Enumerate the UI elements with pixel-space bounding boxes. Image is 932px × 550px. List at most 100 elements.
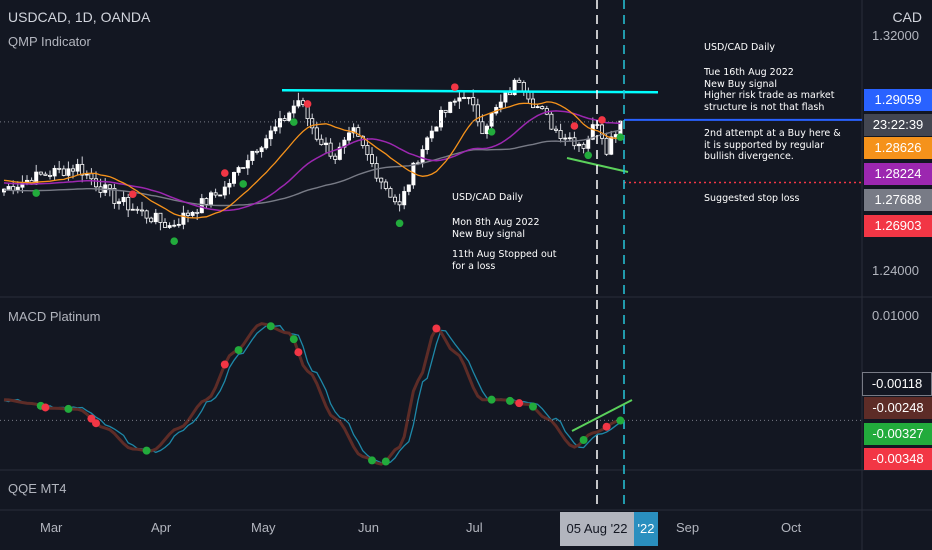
macd-line: [3, 322, 621, 466]
candle-body: [489, 112, 494, 127]
qqe-panel-label[interactable]: QQE MT4: [8, 481, 67, 496]
macd-buy-dot: [616, 416, 625, 425]
macd-signal-tag: -0.00327: [864, 423, 932, 445]
annotation-buy-signal-8aug: Mon 8th Aug 2022 New Buy signal: [452, 217, 540, 240]
candle-body: [480, 121, 485, 135]
candle-body: [466, 97, 471, 99]
macd-buy-dot: [142, 446, 151, 455]
ma-fast-tag: 1.28626: [864, 137, 932, 159]
candle-body: [365, 145, 370, 156]
macd-sell-dot: [515, 399, 524, 408]
candle-body: [259, 147, 264, 153]
candle-body: [199, 198, 204, 214]
candle-body: [107, 184, 112, 189]
candle-body: [420, 149, 425, 164]
macd-buy-dot: [289, 335, 298, 344]
candle-body: [158, 212, 163, 223]
candle-body: [282, 118, 287, 122]
annotation-buy-signal-16aug: Tue 16th Aug 2022 New Buy signal Higher …: [704, 67, 835, 113]
candle-body: [181, 212, 186, 225]
candle-body: [581, 143, 586, 149]
buy-signal-dot: [584, 151, 592, 160]
time-tick-mar: Mar: [40, 520, 63, 535]
candle-body: [328, 142, 333, 157]
price-tick-bottom: 1.24000: [872, 263, 919, 278]
macd-hist-tag: -0.00348: [864, 448, 932, 470]
candle-body: [319, 138, 324, 146]
candle-body: [135, 208, 140, 211]
candle-body: [498, 101, 503, 108]
sell-signal-dot: [570, 122, 579, 130]
candle-body: [268, 130, 273, 140]
time-tick-oct: Oct: [781, 520, 802, 535]
candle-body: [80, 163, 85, 176]
candle-body: [310, 118, 315, 129]
candle-body: [600, 124, 605, 139]
macd-signal-line: [3, 324, 621, 465]
buy-signal-dot: [616, 133, 625, 141]
ma-mid-tag: 1.28224: [864, 163, 932, 185]
candle-body: [204, 198, 209, 205]
candle-body: [452, 100, 457, 103]
candle-body: [475, 104, 480, 123]
macd-line-tag: -0.00248: [864, 397, 932, 419]
candle-body: [360, 135, 365, 146]
annotation-title-left: USD/CAD Daily: [452, 192, 524, 203]
candle-body: [604, 137, 609, 155]
candle-body: [526, 91, 531, 100]
candle-body: [314, 127, 319, 140]
macd-panel-label[interactable]: MACD Platinum: [8, 309, 101, 324]
candle-body: [277, 118, 282, 128]
candle-body: [172, 224, 177, 227]
candle-body: [52, 167, 57, 177]
sell-signal-dot: [221, 169, 229, 177]
time-tick-sep: Sep: [676, 520, 700, 535]
time-tick-may: May: [251, 520, 276, 535]
candle-body: [144, 210, 149, 219]
candle-body: [75, 163, 80, 172]
candle-body: [185, 212, 190, 216]
candle-body: [434, 126, 439, 132]
time-tick-jun: Jun: [358, 520, 379, 535]
candle-body: [250, 150, 255, 161]
macd-buy-dot: [234, 346, 243, 355]
candle-body: [567, 137, 572, 140]
candle-body: [130, 208, 135, 211]
candle-body: [586, 138, 591, 149]
resistance-line: [281, 89, 659, 94]
qmp-indicator-label[interactable]: QMP Indicator: [8, 34, 91, 49]
macd-sell-dot: [41, 403, 50, 412]
candle-body: [379, 177, 384, 183]
last-price-tag: 1.29059: [864, 89, 932, 111]
countdown-tag: 23:22:39: [864, 114, 932, 136]
symbol-title[interactable]: USDCAD, 1D, OANDA: [8, 9, 151, 25]
candle-body: [94, 178, 99, 188]
candle-body: [231, 172, 236, 184]
candle-body: [503, 92, 508, 103]
candle-body: [397, 201, 402, 206]
candle-body: [346, 132, 351, 141]
candle-body: [167, 225, 172, 228]
candle-body: [351, 127, 356, 134]
macd-buy-dot: [529, 402, 537, 411]
ma-slow-line: [3, 129, 621, 207]
candle-body: [61, 168, 66, 176]
candle-body: [448, 101, 453, 113]
macd-buy-dot: [64, 404, 73, 413]
candle-body: [577, 143, 582, 147]
candle-body: [517, 79, 522, 83]
candle-body: [57, 167, 62, 170]
candle-body: [218, 194, 223, 197]
candle-body: [213, 192, 218, 196]
macd-sell-dot: [294, 348, 303, 357]
annotation-second-attempt: 2nd attempt at a Buy here & it is suppor…: [704, 128, 841, 162]
candle-body: [222, 186, 227, 196]
candle-body: [71, 168, 76, 172]
macd-buy-dot: [368, 456, 376, 465]
macd-value-tag: -0.00118: [862, 372, 932, 396]
candle-body: [388, 188, 393, 198]
candle-body: [236, 167, 241, 173]
candle-body: [89, 173, 94, 180]
candle-body: [241, 167, 246, 169]
